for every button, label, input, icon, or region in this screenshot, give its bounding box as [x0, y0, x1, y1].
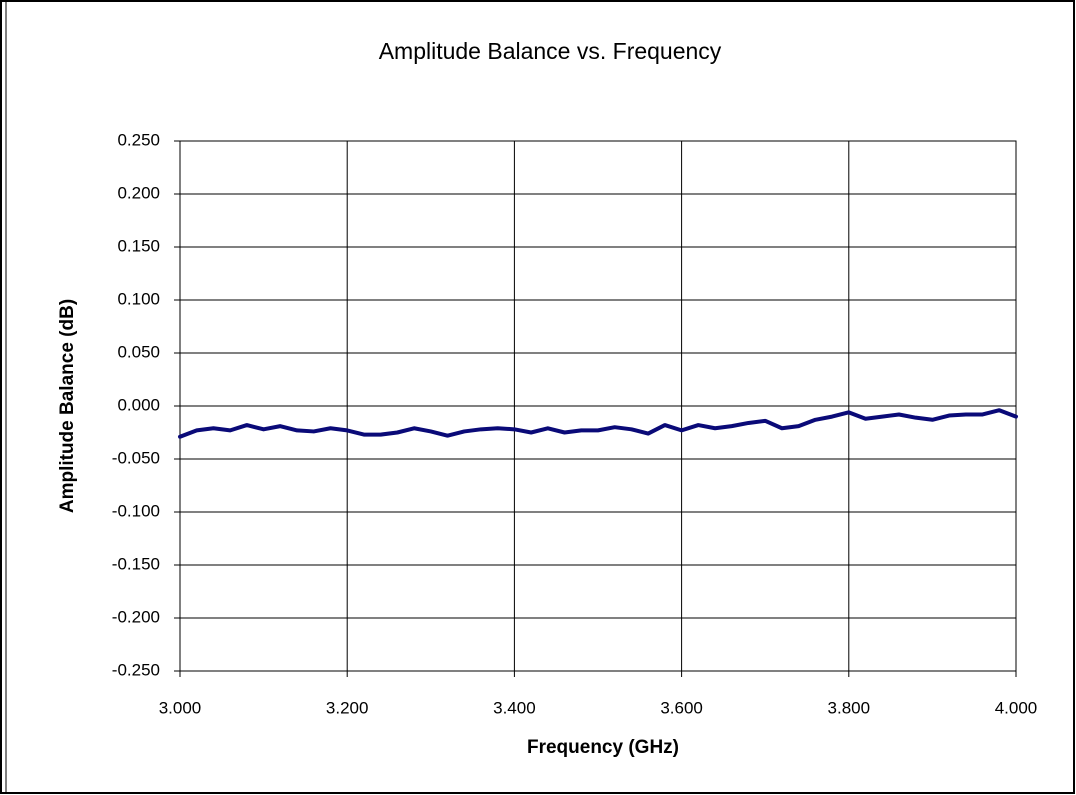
x-axis-title: Frequency (GHz) [527, 737, 679, 758]
y-tick-label: -0.250 [112, 660, 160, 679]
x-tick-label: 3.400 [493, 698, 536, 717]
x-tick-label: 3.000 [159, 698, 202, 717]
y-tick-label: 0.200 [117, 183, 160, 202]
plot-area [179, 140, 1017, 672]
x-tick-label: 3.200 [326, 698, 369, 717]
y-tick-label: -0.200 [112, 607, 160, 626]
y-tick-label: 0.000 [117, 395, 160, 414]
x-tick-label: 4.000 [995, 698, 1038, 717]
y-tick-label: -0.050 [112, 448, 160, 467]
y-tick-label: 0.100 [117, 289, 160, 308]
x-tick-label: 3.600 [660, 698, 703, 717]
chart-title: Amplitude Balance vs. Frequency [379, 38, 722, 64]
x-tick-label: 3.800 [828, 698, 871, 717]
data-line [178, 408, 1018, 439]
y-tick-label: 0.250 [117, 130, 160, 149]
y-tick-label: -0.150 [112, 554, 160, 573]
y-tick-label: 0.150 [117, 236, 160, 255]
y-tick-label: 0.050 [117, 342, 160, 361]
y-axis-title: Amplitude Balance (dB) [57, 299, 78, 513]
y-tick-label: -0.100 [112, 501, 160, 520]
